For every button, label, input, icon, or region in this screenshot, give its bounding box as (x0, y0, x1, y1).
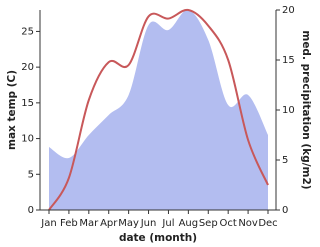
x-tick-label: Aug (179, 218, 199, 229)
x-tick-label: Jan (40, 218, 56, 229)
y2-tick-label: 20 (282, 5, 295, 16)
y2-tick-label: 0 (282, 205, 288, 216)
precipitation-area (49, 9, 268, 210)
x-tick-label: May (118, 218, 139, 229)
x-tick-label: Feb (60, 218, 78, 229)
y2-tick-label: 10 (282, 105, 295, 116)
x-tick-label: Oct (220, 218, 237, 229)
y-tick-label: 10 (21, 134, 34, 145)
x-tick-label: Sep (199, 218, 218, 229)
x-tick-label: Mar (79, 218, 99, 229)
x-tick-label: Apr (100, 218, 118, 229)
y-tick-label: 0 (28, 205, 34, 216)
y2-tick-label: 5 (282, 155, 288, 166)
y-axis-label: max temp (C) (6, 70, 18, 150)
x-tick-label: Nov (238, 218, 258, 229)
x-axis-label: date (month) (119, 232, 197, 244)
y-tick-label: 5 (28, 169, 34, 180)
y-tick-label: 15 (21, 98, 34, 109)
y-tick-label: 20 (21, 62, 34, 73)
x-tick-label: Jul (161, 218, 174, 229)
x-tick-label: Dec (258, 218, 277, 229)
y-tick-label: 25 (21, 26, 34, 37)
temperature-line (48, 8, 269, 211)
y2-axis-label: med. precipitation (kg/m2) (300, 30, 312, 189)
x-tick-label: Jun (140, 218, 157, 229)
y2-tick-label: 15 (282, 55, 295, 66)
